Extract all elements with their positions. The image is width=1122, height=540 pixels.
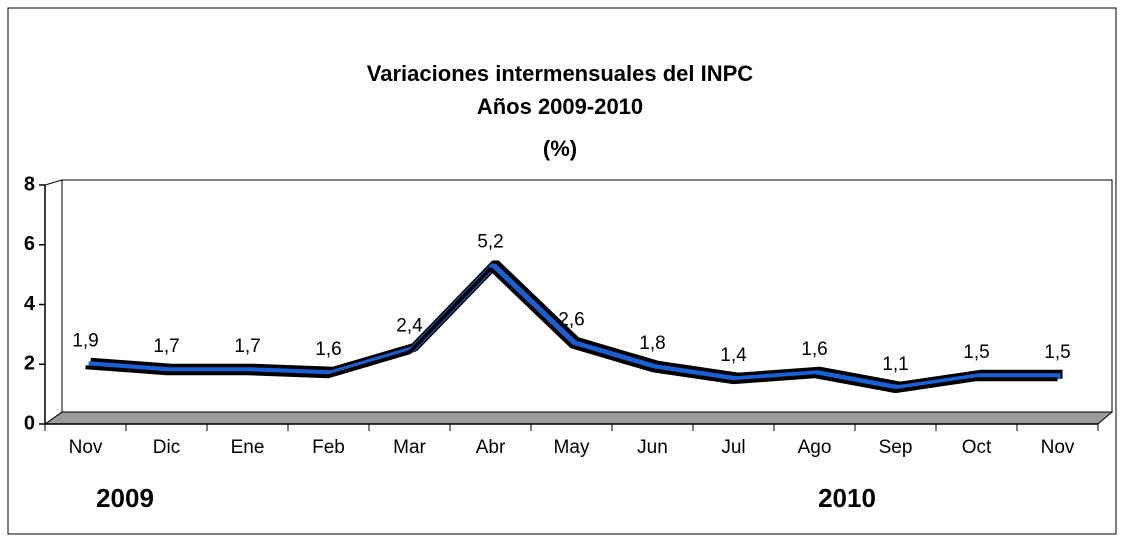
- x-tick-label: Mar: [393, 437, 426, 458]
- x-tick-label: Nov: [1041, 437, 1075, 458]
- data-label: 2,6: [558, 309, 584, 330]
- y-tick-label: 2: [24, 353, 35, 375]
- x-tick-label: Jul: [721, 437, 745, 458]
- x-tick-label: Ago: [798, 437, 832, 458]
- data-label: 2,4: [396, 315, 423, 336]
- x-tick-label: Ene: [231, 437, 265, 458]
- x-tick-label: May: [554, 437, 590, 458]
- x-tick-label: Oct: [962, 437, 992, 458]
- chart-title: (%): [543, 136, 577, 161]
- y-tick-label: 0: [24, 412, 35, 434]
- floor: [43, 411, 1114, 425]
- y-tick-label: 8: [24, 173, 35, 195]
- data-label: 1,5: [1044, 342, 1070, 363]
- data-label: 1,1: [882, 354, 908, 375]
- annotation: 2009: [96, 483, 154, 513]
- x-tick-label: Dic: [153, 437, 180, 458]
- data-label: 1,4: [720, 345, 747, 366]
- data-label: 1,5: [963, 342, 989, 363]
- annotation: 2010: [818, 483, 876, 513]
- data-label: 1,7: [153, 336, 179, 357]
- y-tick-label: 6: [24, 233, 35, 255]
- data-label: 5,2: [477, 232, 503, 253]
- data-label: 1,6: [315, 339, 341, 360]
- data-label: 1,7: [234, 336, 260, 357]
- chart-title: Años 2009-2010: [477, 94, 643, 119]
- side-wall: [44, 179, 63, 425]
- line: [85, 267, 1058, 394]
- x-tick-label: Sep: [879, 437, 913, 458]
- x-tick-label: Jun: [637, 437, 668, 458]
- data-label: 1,8: [639, 333, 665, 354]
- chart-title: Variaciones intermensuales del INPC: [367, 61, 753, 86]
- x-tick-label: Abr: [476, 437, 506, 458]
- data-label: 1,9: [72, 330, 98, 351]
- y-tick-label: 4: [24, 293, 36, 315]
- data-label: 1,6: [801, 339, 827, 360]
- x-tick-label: Feb: [312, 437, 345, 458]
- x-tick-label: Nov: [69, 437, 103, 458]
- line-depth-fill: [88, 263, 1061, 392]
